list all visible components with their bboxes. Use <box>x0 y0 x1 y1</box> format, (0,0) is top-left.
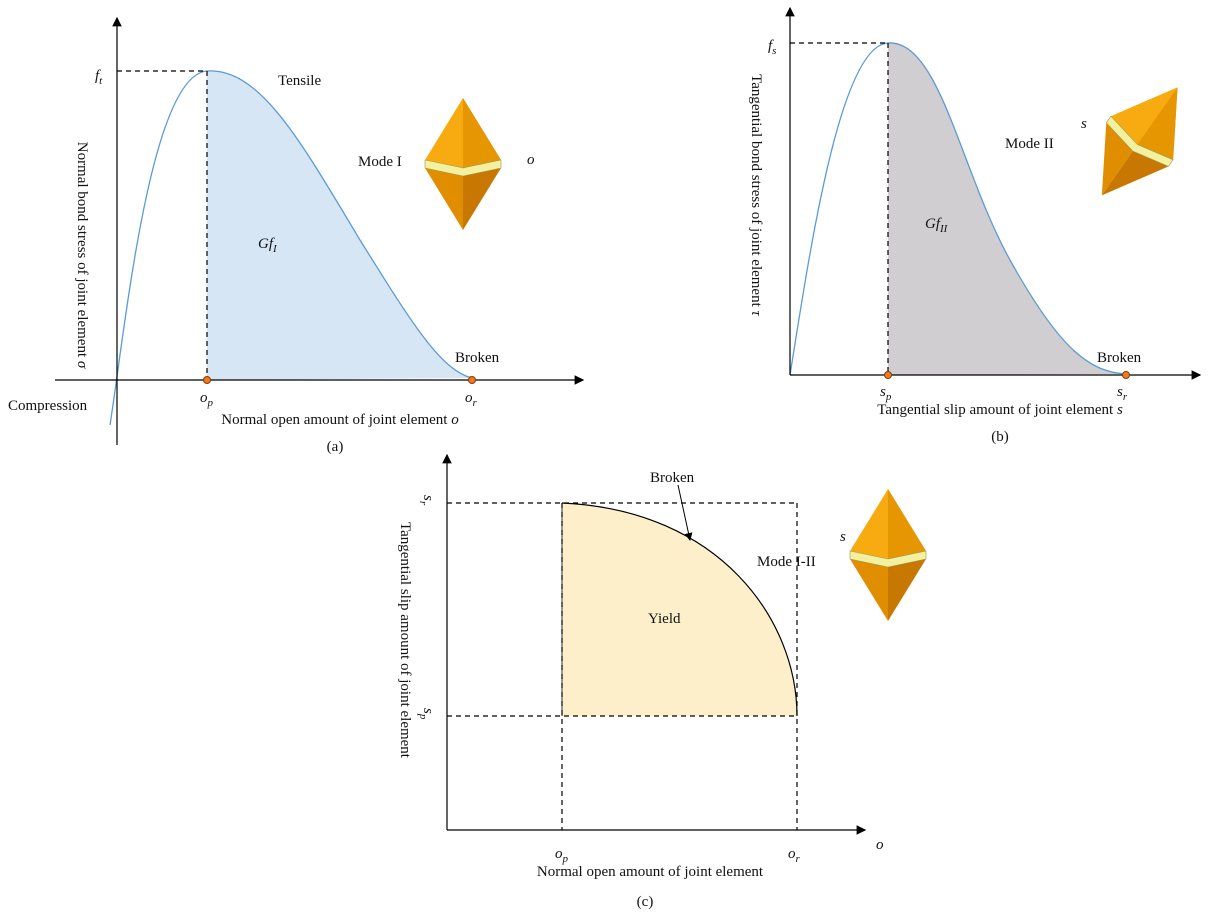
annotation: Compression <box>8 398 88 414</box>
annotation: Broken <box>650 470 695 486</box>
x-mark: op <box>200 390 214 409</box>
annotation: Tensile <box>278 73 321 89</box>
x-axis-label: Normal open amount of joint element o <box>221 412 459 428</box>
x-mark: sp <box>880 384 892 403</box>
panel-a: ft GfI Tensile Broken Compression op or … <box>8 18 583 455</box>
annotation: Broken <box>455 350 500 366</box>
x-mark: op <box>555 846 569 865</box>
panel-b: fs GfII Broken sp sr Tangential slip amo… <box>748 8 1208 445</box>
x-mark: or <box>465 390 478 409</box>
x-axis-label: Tangential slip amount of joint element … <box>877 402 1123 418</box>
y-axis-label: Normal bond stress of joint element σ <box>74 142 90 369</box>
panel-c: Broken Yield op or o Normal open amount … <box>397 455 926 910</box>
gap-label: s <box>1081 116 1087 132</box>
y-mark: sr <box>417 495 436 506</box>
gap-label: s <box>840 529 846 545</box>
y-axis-label: Tangential slip amount of joint element <box>397 522 413 759</box>
point <box>469 377 476 384</box>
figure: ft GfI Tensile Broken Compression op or … <box>0 0 1208 913</box>
x-mark: sr <box>1117 384 1128 403</box>
energy-region <box>888 43 1126 375</box>
y-mark: sp <box>417 708 436 720</box>
gap-label: o <box>527 152 535 168</box>
mode-label: Mode II <box>1005 136 1054 152</box>
guide <box>790 43 888 375</box>
annotation: Broken <box>1097 350 1142 366</box>
panel-label: (b) <box>991 429 1009 445</box>
x-mark: or <box>788 846 801 865</box>
point <box>1123 372 1130 379</box>
guide <box>117 71 207 380</box>
x-axis-label: Normal open amount of joint element <box>537 864 764 880</box>
panel-label: (a) <box>327 439 344 455</box>
yield-region <box>562 503 797 716</box>
peak-label: ft <box>95 68 103 87</box>
mode-label: Mode I-II <box>757 554 816 570</box>
y-axis-label: Tangential bond stress of joint element … <box>748 74 764 316</box>
region-label: Yield <box>648 611 681 627</box>
arrow <box>678 485 690 540</box>
energy-region <box>207 71 472 380</box>
peak-label: fs <box>768 38 776 57</box>
point <box>885 372 892 379</box>
point <box>204 377 211 384</box>
mode-label: Mode I <box>358 154 402 170</box>
x-axis-var: o <box>876 837 884 853</box>
panel-label: (c) <box>637 894 654 910</box>
